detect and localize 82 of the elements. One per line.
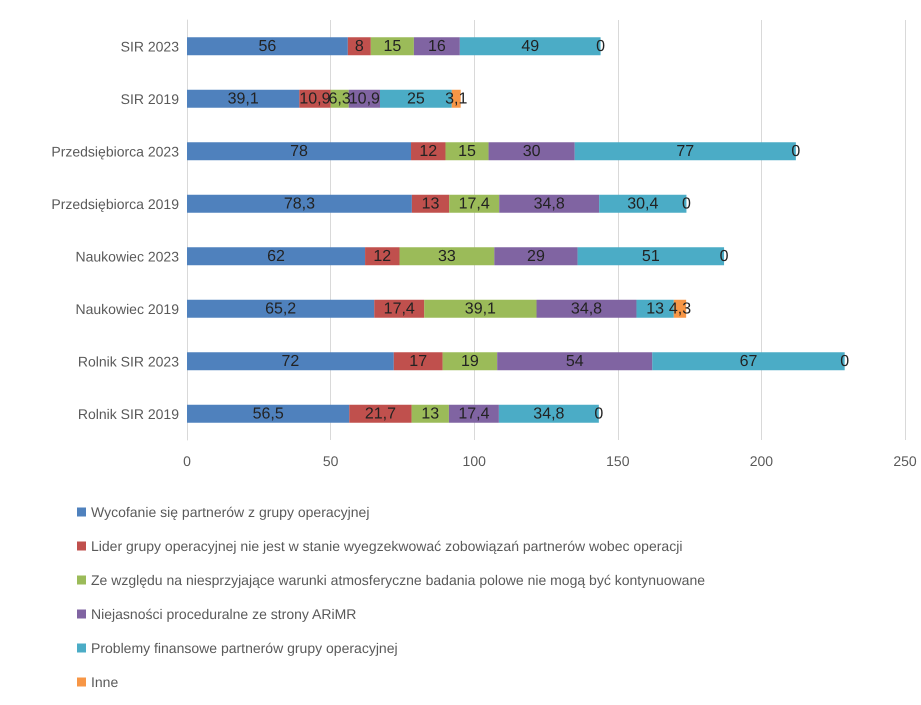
y-tick-label: Naukowiec 2023 [75,248,180,264]
bar [187,300,374,318]
bar [187,90,300,108]
data-label: 49 [521,38,540,55]
data-label: 56 [258,38,276,55]
data-label: 3,1 [445,90,468,108]
data-label: 30 [522,142,541,160]
data-label: 39,1 [228,90,259,108]
data-label: 10,9 [299,90,331,108]
data-label: 29 [527,248,545,265]
bar [187,247,366,266]
data-label: 34,8 [570,300,602,318]
data-label: 54 [566,352,584,370]
y-tick-label: Przedsiębiorca 2023 [51,143,180,160]
data-label: 51 [642,248,660,265]
data-label: 12 [373,248,392,265]
bar [414,37,460,56]
bar [424,300,537,318]
data-label: 34,8 [534,195,565,212]
data-label: 17,4 [458,405,490,422]
bar [536,300,636,318]
y-tick-label: Rolnik SIR 2019 [78,406,180,422]
data-label: 62 [267,248,286,265]
legend-label: Lider grupy operacyjnej nie jest w stanie wyegzekwować zobowiązań partnerów wobec operacji [91,538,682,554]
legend-label: Ze względu na niesprzyjające warunki atmosferyczne badania polowe nie mogą być kontynuowane [91,572,706,588]
legend-label: Inne [91,674,118,690]
data-label: 67 [740,352,758,370]
bar [442,352,498,370]
data-label: 72 [281,352,300,370]
data-label: 39,1 [464,300,496,318]
data-label: 21,7 [364,405,396,422]
data-label: 13 [422,195,440,212]
data-label: 12 [419,142,438,160]
bar [499,194,600,213]
data-label: 16 [428,38,446,55]
bar [394,352,443,370]
data-label: 13 [646,300,664,318]
data-label: 17,4 [458,195,490,212]
data-label: 13 [421,405,440,422]
data-label: 15 [383,38,402,55]
y-tick-label: Rolnik SIR 2023 [78,353,180,370]
y-tick-label: Naukowiec 2019 [75,300,180,317]
x-tick-label: 100 [462,453,486,469]
data-label: 25 [407,90,425,108]
data-label: 34,8 [533,405,565,422]
data-label: 0 [720,248,729,265]
data-label: 65,2 [265,300,296,318]
data-label: 78 [290,142,308,160]
bar [187,142,412,160]
data-label: 33 [438,248,456,265]
bar [488,142,575,160]
data-label: 19 [460,352,479,370]
x-tick-label: 50 [322,453,339,469]
x-tick-label: 150 [606,453,630,469]
bar [187,194,412,213]
x-tick-label: 200 [750,453,774,469]
data-label: 56,5 [252,405,284,422]
data-label: 0 [596,38,606,55]
bar [370,37,414,56]
x-tick-label: 250 [893,453,917,469]
data-label: 17,4 [384,300,415,318]
data-label: 77 [676,142,694,160]
x-tick-label: 0 [183,453,192,469]
bar [400,247,494,266]
bar [187,352,394,370]
data-label: 0 [682,195,691,212]
data-label: 17 [409,352,428,370]
data-label: 10,9 [348,90,380,108]
data-label: 15 [458,142,476,160]
y-tick-label: Przedsiębiorca 2019 [51,196,180,212]
y-tick-label: SIR 2023 [120,38,180,54]
legend-label: Wycofanie się partnerów z grupy operacyjnej [91,504,370,520]
bar [494,247,578,266]
bar [187,404,350,423]
legend-label: Problemy finansowe partnerów grupy operacyjnej [91,640,398,656]
legend-label: Niejasności proceduralne ze strony ARiMR [91,606,356,622]
data-label: 78,3 [284,195,316,212]
bar [497,352,652,370]
y-tick-label: SIR 2019 [120,90,180,107]
bar [187,37,348,56]
data-label: 30,4 [627,195,658,212]
data-label: 8 [354,38,364,55]
